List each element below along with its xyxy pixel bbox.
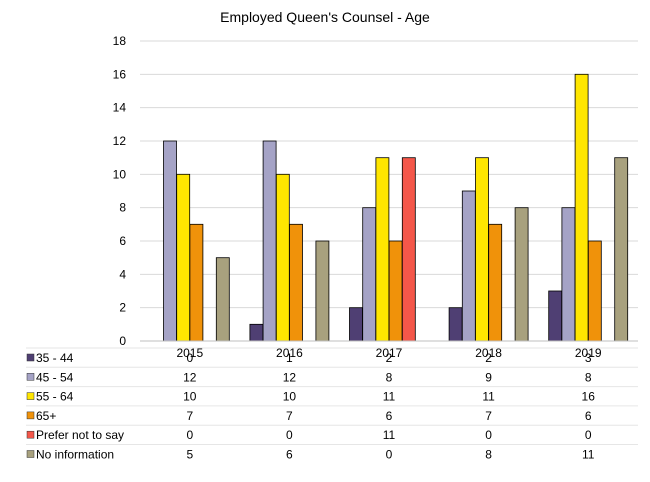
table-cell: 7 xyxy=(286,409,293,423)
table-cell: 8 xyxy=(485,448,492,462)
bar xyxy=(514,207,529,342)
legend-label: 55 - 64 xyxy=(36,390,74,404)
bar xyxy=(362,207,377,342)
legend-label: No information xyxy=(36,448,114,462)
bar xyxy=(548,290,563,342)
table-cell: 12 xyxy=(183,370,197,384)
table-cell: 9 xyxy=(485,370,492,384)
bar xyxy=(176,173,191,342)
table-cell: 2 xyxy=(386,351,393,365)
bar xyxy=(215,257,230,342)
bar xyxy=(388,240,403,342)
bar xyxy=(375,157,390,342)
y-tick-label: 12 xyxy=(113,134,127,148)
legend-label: 65+ xyxy=(36,409,56,423)
bar xyxy=(189,223,204,342)
y-tick-label: 0 xyxy=(119,334,126,348)
y-tick-label: 8 xyxy=(119,201,126,215)
table-cell: 0 xyxy=(286,428,293,442)
table-cell: 11 xyxy=(582,448,595,462)
chart-title: Employed Queen's Counsel - Age xyxy=(220,9,430,25)
legend-label: 35 - 44 xyxy=(36,351,74,365)
bar xyxy=(448,307,463,342)
table-cell: 8 xyxy=(585,370,592,384)
bar xyxy=(315,240,330,342)
legend-key xyxy=(26,353,35,362)
table-cell: 7 xyxy=(186,409,193,423)
x-tick-label: 2016 xyxy=(276,346,303,360)
y-tick-label: 16 xyxy=(113,67,127,81)
table-cell: 0 xyxy=(386,448,393,462)
y-axis: 0 2 4 6 8 10 12 14 16 18 xyxy=(113,34,127,348)
bar xyxy=(163,140,177,342)
table-cell: 11 xyxy=(482,390,495,404)
table-cell: 0 xyxy=(585,428,592,442)
table-cell: 8 xyxy=(386,370,393,384)
y-tick-label: 14 xyxy=(113,101,127,115)
bar xyxy=(275,173,290,342)
bar xyxy=(401,157,416,342)
y-tick-label: 2 xyxy=(119,301,126,315)
table-cell: 3 xyxy=(585,351,592,365)
y-tick-label: 6 xyxy=(119,234,126,248)
bar xyxy=(262,140,277,342)
x-tick-label: 2018 xyxy=(475,346,502,360)
table-cell: 0 xyxy=(186,428,193,442)
y-tick-label: 10 xyxy=(113,167,127,181)
legend-key xyxy=(26,411,35,420)
bars xyxy=(163,73,629,342)
x-tick-label: 2019 xyxy=(575,346,602,360)
bar xyxy=(574,73,589,342)
x-tick-label: 2015 xyxy=(176,346,203,360)
bar xyxy=(587,240,602,342)
table-cell: 6 xyxy=(386,409,393,423)
x-axis: 2015 2016 2017 2018 2019 xyxy=(140,340,638,360)
bar xyxy=(475,157,489,342)
y-tick-label: 4 xyxy=(119,267,126,281)
legend-key xyxy=(26,430,35,439)
table-cell: 16 xyxy=(582,390,596,404)
bar xyxy=(614,157,629,342)
table-cell: 0 xyxy=(186,351,193,365)
table-cell: 2 xyxy=(485,351,492,365)
table-cell: 0 xyxy=(485,428,492,442)
bar xyxy=(249,323,264,342)
table-cell: 10 xyxy=(283,390,297,404)
table-cell: 5 xyxy=(186,448,193,462)
bar xyxy=(349,307,363,342)
legend-label: Prefer not to say xyxy=(36,428,124,442)
table-cell: 6 xyxy=(585,409,592,423)
bar xyxy=(289,223,303,342)
legend-label: 45 - 54 xyxy=(36,370,74,384)
legend-key xyxy=(26,392,35,400)
table-cell: 11 xyxy=(383,390,396,404)
table-cell: 1 xyxy=(286,351,293,365)
bar xyxy=(488,223,503,342)
legend-key xyxy=(26,450,35,458)
table-cell: 11 xyxy=(383,428,396,442)
x-tick-label: 2017 xyxy=(376,346,403,360)
table-cell: 12 xyxy=(283,370,297,384)
bar xyxy=(561,207,576,342)
table-cell: 7 xyxy=(485,409,492,423)
data-table: 35 - 44 0 1 2 2 345 - 54 12 12 8 9 855 - 64 10 10 11 1… xyxy=(26,347,638,462)
legend-key xyxy=(26,373,35,381)
table-cell: 10 xyxy=(183,390,197,404)
y-tick-label: 18 xyxy=(113,34,127,48)
bar xyxy=(461,190,476,342)
table-cell: 6 xyxy=(286,448,293,462)
